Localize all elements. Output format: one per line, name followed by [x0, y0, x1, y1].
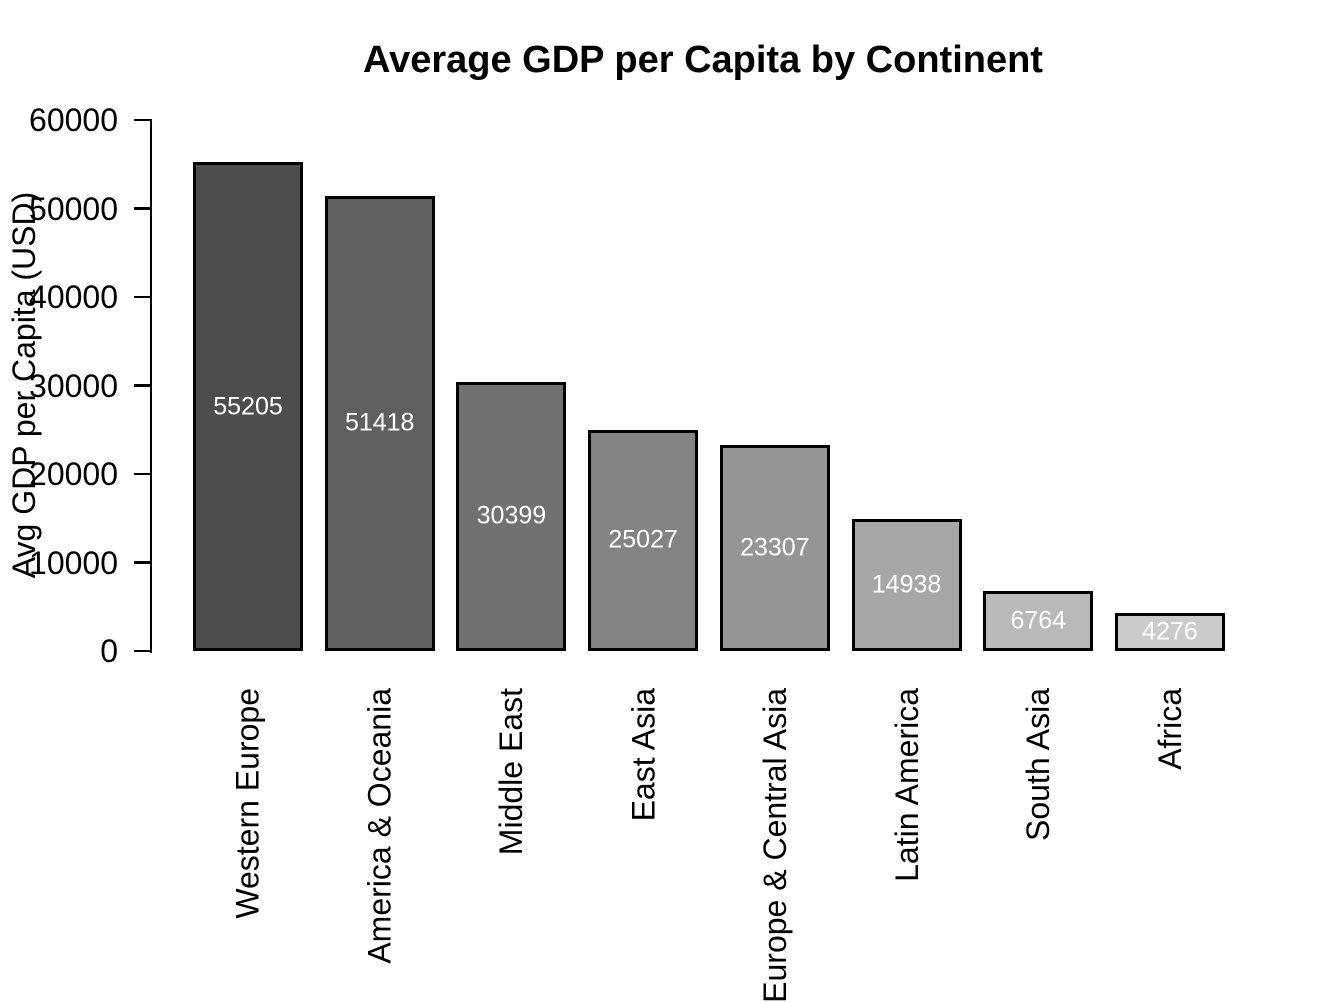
y-axis-tick	[134, 384, 152, 387]
chart-title: Average GDP per Capita by Continent	[363, 39, 1043, 81]
y-axis-tick	[134, 649, 152, 653]
bar-value-label: 55205	[213, 392, 283, 421]
bar-europe-central-asia	[719, 444, 830, 651]
y-axis-tick	[134, 472, 152, 476]
x-axis-category-label: Western Europe	[230, 688, 266, 919]
bar-value-label: 25027	[608, 525, 678, 554]
bar-western-europe	[193, 162, 303, 651]
y-axis-tick	[134, 295, 152, 299]
x-axis-category-label: Latin America	[888, 688, 925, 882]
y-axis-tick	[134, 118, 152, 122]
x-axis-category-label: Middle East	[493, 688, 530, 856]
bar-chart: Average GDP per Capita by Continent Avg …	[6, 39, 1225, 1003]
y-axis-tick	[134, 561, 152, 564]
x-axis-category-label: South Asia	[1020, 688, 1057, 841]
x-axis-category-label: East Asia	[625, 688, 662, 822]
bar-south-asia	[983, 591, 1094, 651]
bar-value-label: 6764	[1010, 606, 1067, 635]
bar-value-label: 51418	[344, 408, 415, 437]
y-axis-tick-label: 40000	[29, 279, 118, 315]
bar-value-label: 4276	[1142, 617, 1198, 646]
bar-value-label: 14938	[871, 570, 942, 599]
x-axis-category-label: Europe & Central Asia	[756, 688, 793, 1003]
bar-value-label: 23307	[740, 533, 810, 562]
y-axis-tick-label: 30000	[29, 367, 118, 404]
y-axis-tick-label: 50000	[29, 190, 118, 227]
x-axis-category-label: Africa	[1151, 688, 1188, 770]
y-axis-tick-label: 0	[100, 633, 118, 669]
bar-middle-east	[456, 381, 567, 651]
bar-latin-america	[851, 518, 962, 651]
bar-africa	[1114, 613, 1225, 651]
bar-value-label: 30399	[476, 501, 547, 530]
bar-east-asia	[588, 429, 699, 651]
y-axis-tick	[134, 207, 152, 210]
y-axis-tick-label: 60000	[29, 102, 118, 138]
y-axis-tick-label: 20000	[29, 456, 118, 492]
bar-america-oceania	[324, 195, 435, 651]
x-axis-category-label: America & Oceania	[361, 688, 398, 964]
y-axis-tick-label: 10000	[29, 544, 118, 581]
